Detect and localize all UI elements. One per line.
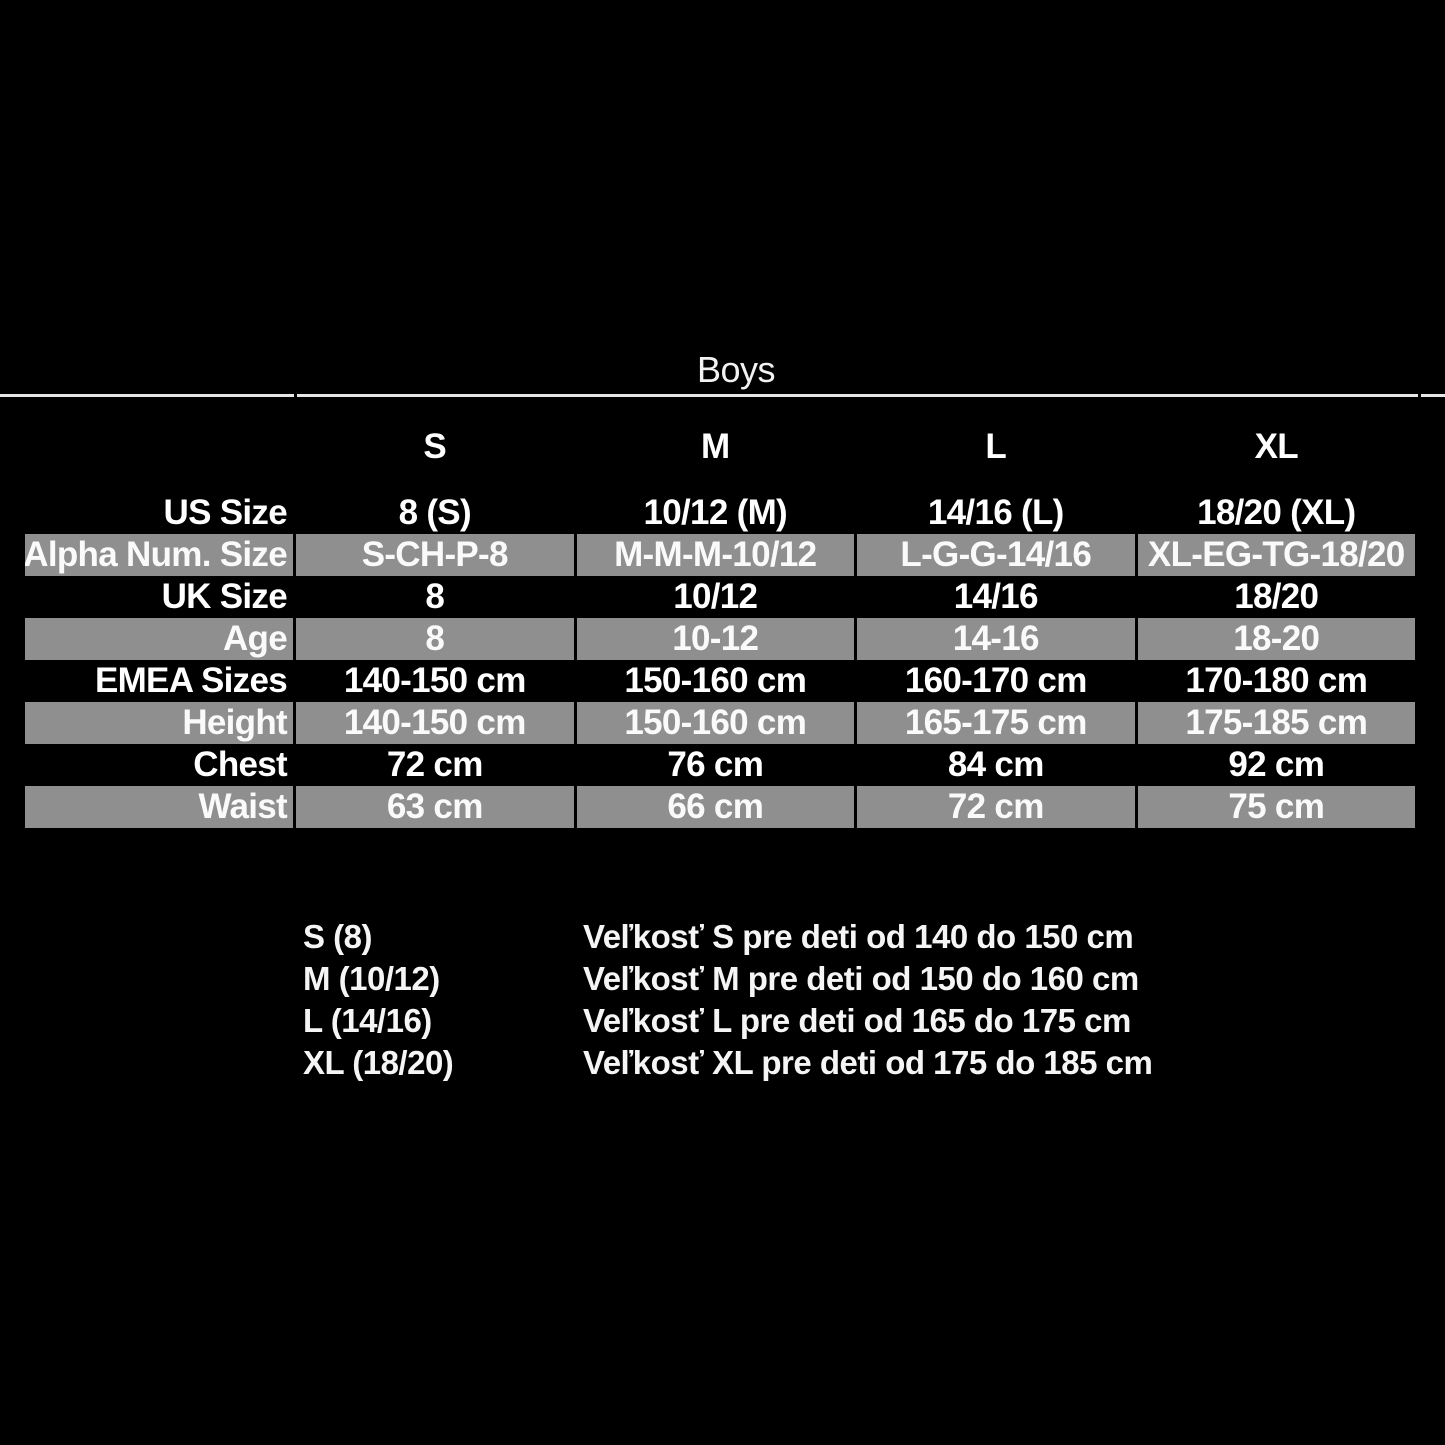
column-header-row: S M L XL xyxy=(25,427,1415,466)
row-label: Waist xyxy=(25,786,293,828)
table-cell: 75 cm xyxy=(1137,786,1415,828)
legend-size-code: M (10/12) xyxy=(303,960,440,997)
size-table: US Size 8 (S) 10/12 (M) 14/16 (L) 18/20 … xyxy=(25,492,1415,828)
table-row-age: Age 8 10-12 14-16 18-20 xyxy=(25,618,1415,660)
legend-item: S (8) Veľkosť S pre deti od 140 do 150 c… xyxy=(303,916,1152,958)
column-header-l: L xyxy=(985,427,1007,466)
column-header-xl: XL xyxy=(1254,427,1299,466)
table-cell: 10/12 (M) xyxy=(643,493,788,532)
table-cell: 10/12 xyxy=(673,577,758,616)
table-cell: 175-185 cm xyxy=(1137,702,1415,744)
legend-description: Veľkosť XL pre deti od 175 do 185 cm xyxy=(583,1044,1153,1081)
row-label: UK Size xyxy=(161,577,288,616)
table-cell: 72 cm xyxy=(386,745,483,784)
table-cell: 150-160 cm xyxy=(576,702,854,744)
table-cell: 150-160 cm xyxy=(624,661,807,700)
column-header-s: S xyxy=(423,427,447,466)
row-label: Height xyxy=(25,702,293,744)
size-legend: S (8) Veľkosť S pre deti od 140 do 150 c… xyxy=(303,916,1153,1084)
row-label: EMEA Sizes xyxy=(94,661,288,700)
table-cell: 18/20 xyxy=(1234,577,1319,616)
table-cell: M-M-M-10/12 xyxy=(576,534,854,576)
table-cell: 165-175 cm xyxy=(857,702,1135,744)
table-cell: 170-180 cm xyxy=(1185,661,1368,700)
table-cell: 10-12 xyxy=(576,618,854,660)
table-cell: XL-EG-TG-18/20 xyxy=(1137,534,1415,576)
legend-description: Veľkosť M pre deti od 150 do 160 cm xyxy=(583,960,1139,997)
row-label: Age xyxy=(25,618,293,660)
column-header-spacer xyxy=(25,427,293,467)
table-cell: 8 (S) xyxy=(398,493,472,532)
table-row-alpha-num-size: Alpha Num. Size S-CH-P-8 M-M-M-10/12 L-G… xyxy=(25,534,1415,576)
table-cell: 92 cm xyxy=(1228,745,1325,784)
header-rule-left-segment xyxy=(0,394,294,397)
legend-description: Veľkosť S pre deti od 140 do 150 cm xyxy=(583,918,1134,955)
table-cell: S-CH-P-8 xyxy=(296,534,574,576)
column-header-m: M xyxy=(701,427,730,466)
table-cell: 160-170 cm xyxy=(904,661,1087,700)
legend-item: L (14/16) Veľkosť L pre deti od 165 do 1… xyxy=(303,1000,1152,1042)
table-cell: L-G-G-14/16 xyxy=(857,534,1135,576)
table-row-chest: Chest 72 cm 76 cm 84 cm 92 cm xyxy=(25,744,1415,786)
table-cell: 8 xyxy=(425,577,445,616)
legend-size-code: XL (18/20) xyxy=(303,1044,454,1081)
table-cell: 14/16 xyxy=(953,577,1039,616)
table-row-height: Height 140-150 cm 150-160 cm 165-175 cm … xyxy=(25,702,1415,744)
table-cell: 72 cm xyxy=(857,786,1135,828)
table-cell: 18-20 xyxy=(1137,618,1415,660)
table-cell: 14/16 (L) xyxy=(927,493,1064,532)
chart-title: Boys xyxy=(696,349,776,390)
table-cell: 8 xyxy=(296,618,574,660)
table-row-uk-size: UK Size 8 10/12 14/16 18/20 xyxy=(25,576,1415,618)
table-cell: 140-150 cm xyxy=(296,702,574,744)
legend-size-code: S (8) xyxy=(303,918,373,955)
table-row-waist: Waist 63 cm 66 cm 72 cm 75 cm xyxy=(25,786,1415,828)
legend-item: M (10/12) Veľkosť M pre deti od 150 do 1… xyxy=(303,958,1152,1000)
row-label: Chest xyxy=(193,745,287,784)
header-rule-mid-segment xyxy=(297,394,1418,397)
table-row-emea-sizes: EMEA Sizes 140-150 cm 150-160 cm 160-170… xyxy=(25,660,1415,702)
legend-item: XL (18/20) Veľkosť XL pre deti od 175 do… xyxy=(303,1042,1153,1084)
table-cell: 140-150 cm xyxy=(343,661,526,700)
legend-size-code: L (14/16) xyxy=(303,1002,432,1039)
table-cell: 84 cm xyxy=(947,745,1044,784)
table-cell: 18/20 (XL) xyxy=(1197,493,1356,532)
row-label: US Size xyxy=(163,493,288,532)
table-row-us-size: US Size 8 (S) 10/12 (M) 14/16 (L) 18/20 … xyxy=(25,492,1415,534)
header-rule-right-segment xyxy=(1421,394,1445,397)
row-label: Alpha Num. Size xyxy=(25,534,293,576)
legend-description: Veľkosť L pre deti od 165 do 175 cm xyxy=(583,1002,1131,1039)
table-cell: 76 cm xyxy=(667,745,764,784)
table-cell: 63 cm xyxy=(296,786,574,828)
table-cell: 66 cm xyxy=(576,786,854,828)
table-cell: 14-16 xyxy=(857,618,1135,660)
